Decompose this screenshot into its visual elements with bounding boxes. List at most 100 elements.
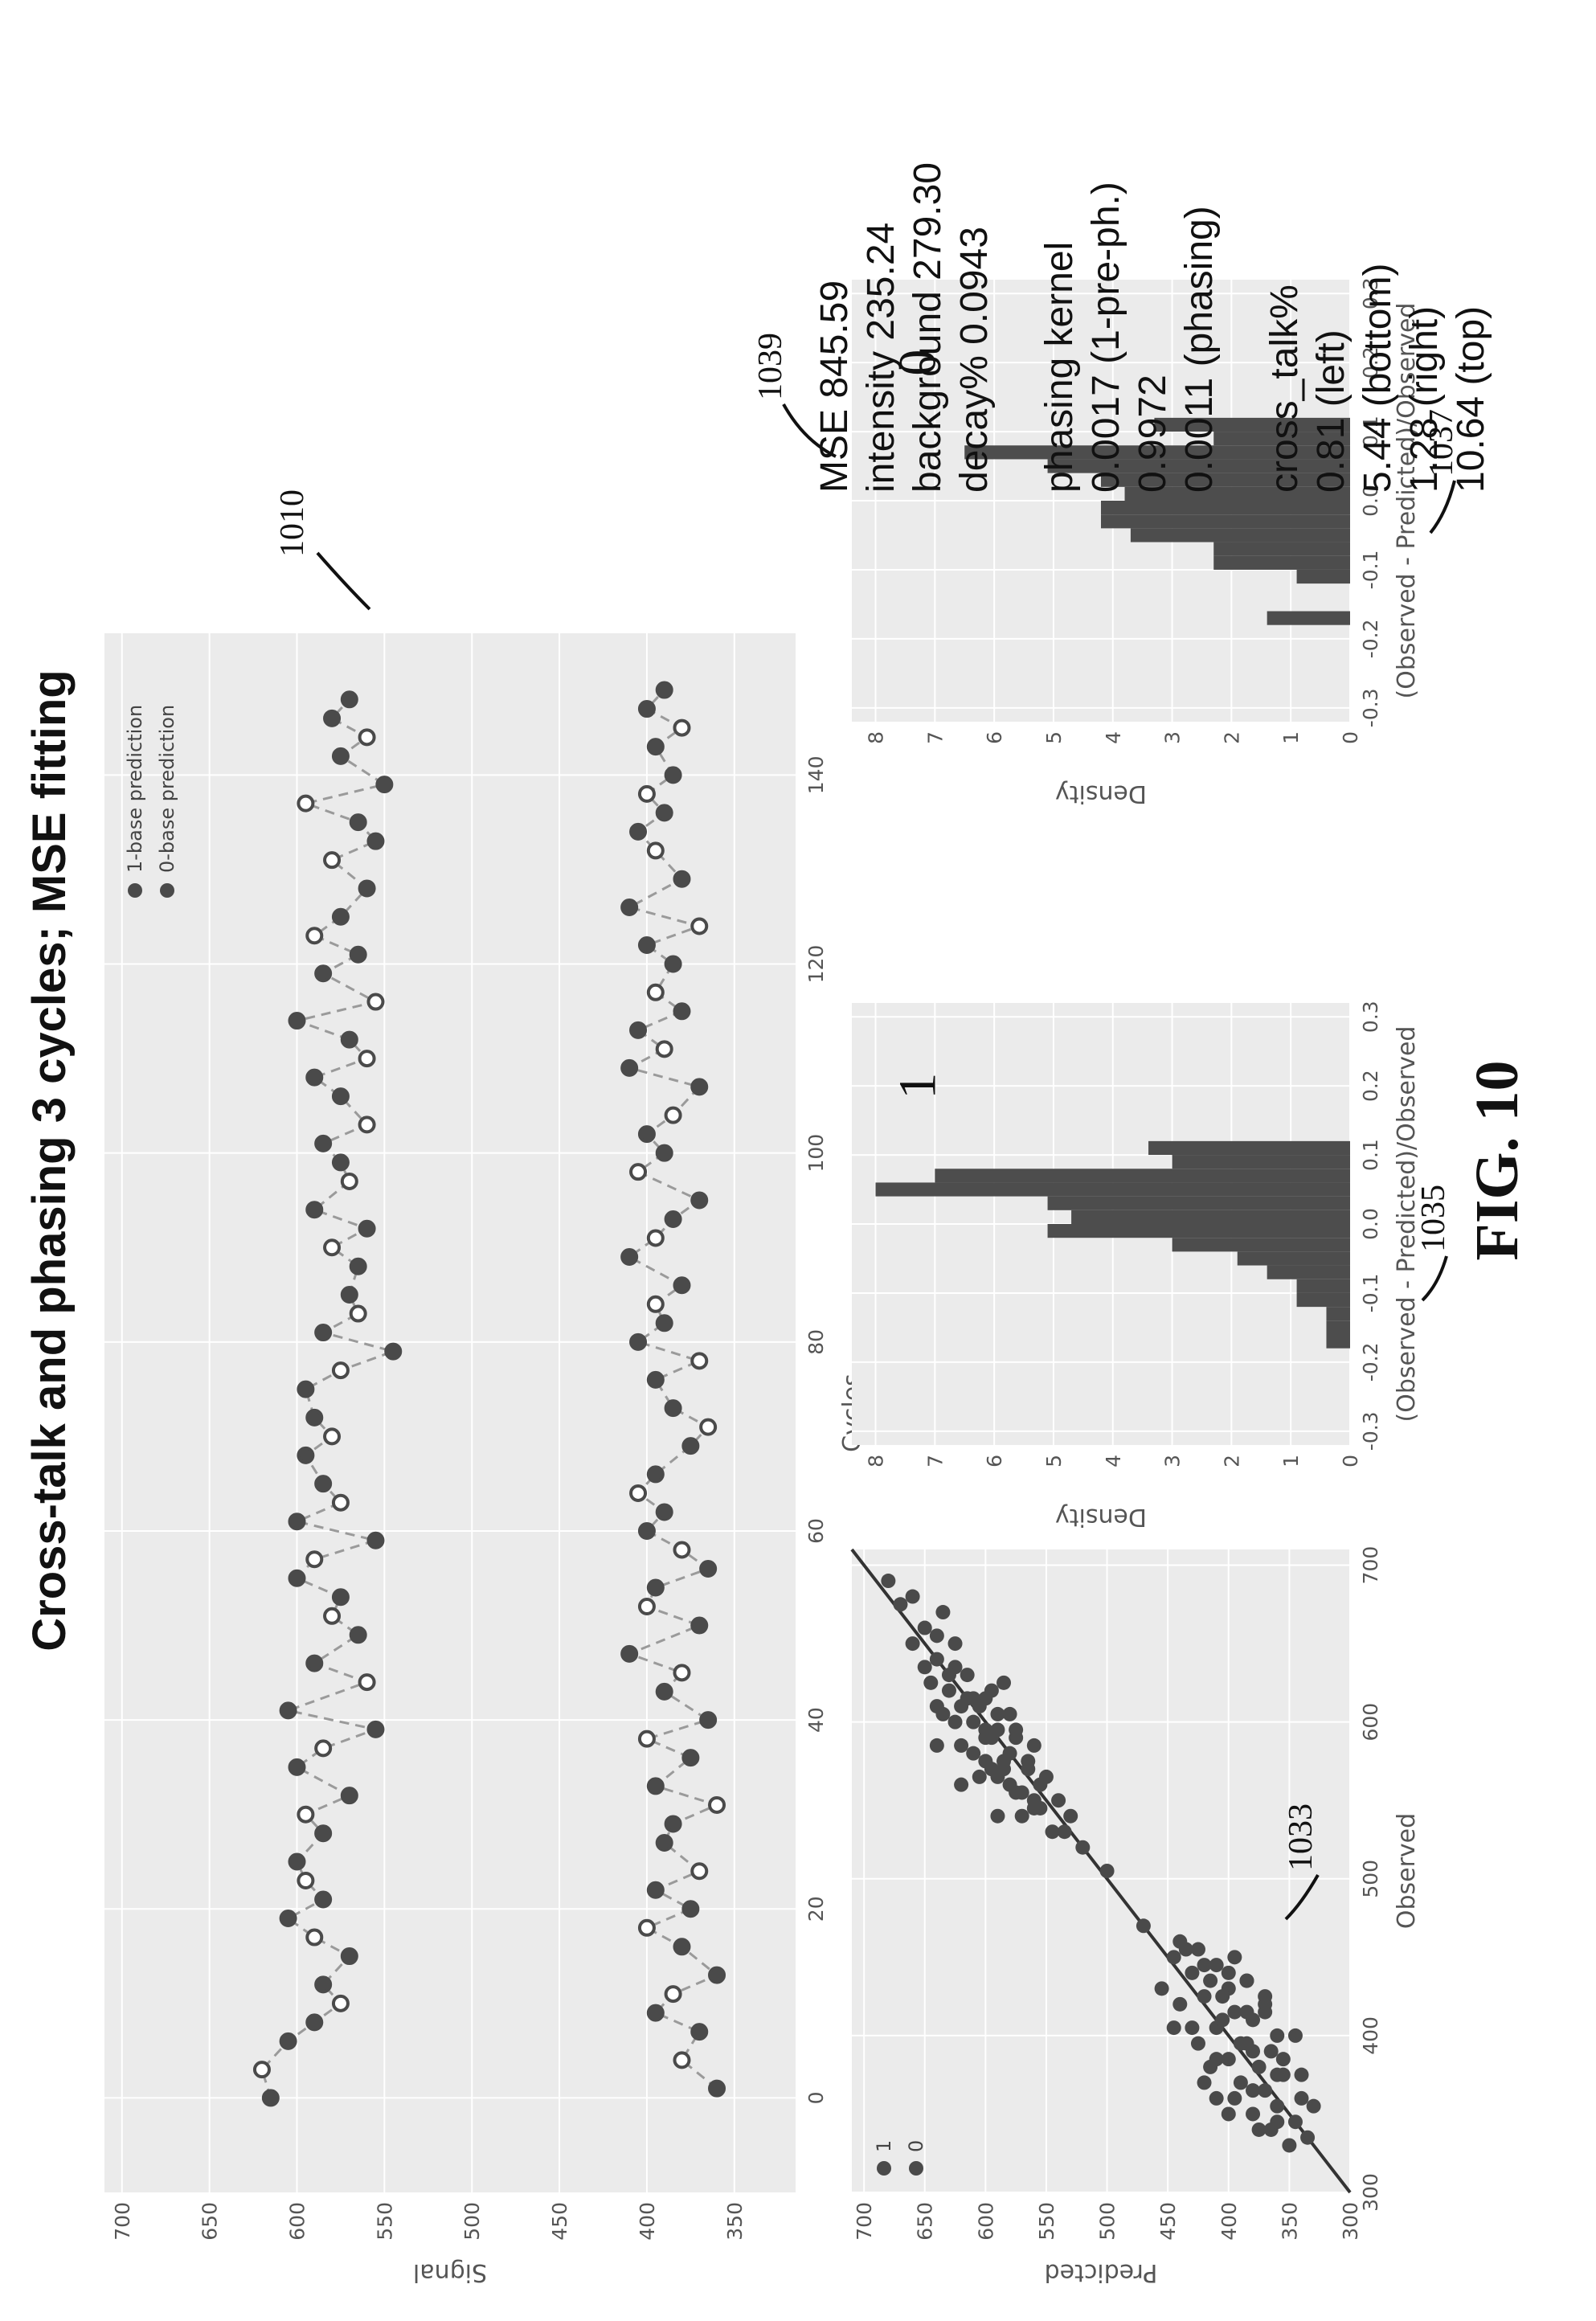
hist-one-xtick-label: 0.0	[1359, 1208, 1382, 1240]
one-base-point	[340, 1947, 358, 1966]
one-base-point	[305, 1201, 324, 1219]
hist-zero-bar	[1213, 432, 1350, 446]
zero-base-point	[646, 738, 665, 756]
legend-one-base-marker	[128, 883, 142, 898]
zero-point	[1203, 2059, 1218, 2074]
one-point	[893, 1597, 908, 1612]
hist-one-xtick-label: 0.3	[1359, 1001, 1382, 1033]
ref-1039: 1039	[752, 333, 789, 400]
hist-one-bar	[1326, 1320, 1351, 1335]
one-point	[1021, 1754, 1036, 1769]
scatter-ytick-label: 500	[1096, 2202, 1119, 2241]
hist-zero-ylabel: Density	[1055, 780, 1147, 808]
crosstalk-left: 0.81 (left)	[1310, 330, 1353, 493]
one-base-point	[340, 1787, 358, 1805]
zero-base-point	[637, 700, 656, 718]
hist-one-xtick-label: -0.2	[1359, 1342, 1382, 1382]
one-base-point	[323, 709, 342, 727]
zero-base-point	[690, 1191, 709, 1210]
cycles-xtick-label: 100	[804, 1134, 828, 1173]
legend-zero-base-marker	[160, 883, 174, 898]
scatter-ytick-label: 550	[1035, 2202, 1058, 2241]
zero-point	[1270, 2067, 1285, 2082]
hist-one-xlabel: (Observed - Predicted)/Observed	[1393, 1026, 1421, 1422]
one-base-point	[331, 907, 350, 926]
zero-base-point	[646, 1295, 665, 1313]
zero-base-point	[637, 936, 656, 954]
zero-point	[1136, 1918, 1151, 1934]
zero-base-point	[664, 955, 682, 973]
zero-base-point	[673, 1664, 691, 1682]
zero-base-point	[637, 1598, 656, 1616]
hist-zero-xtick-label: -0.1	[1359, 551, 1382, 590]
one-point	[1057, 1824, 1072, 1840]
zero-point	[1294, 2067, 1309, 2082]
zero-base-point	[629, 1484, 648, 1502]
zero-point	[1282, 2138, 1297, 2153]
zero-point	[1185, 2020, 1200, 2036]
zero-base-point	[673, 1541, 691, 1559]
zero-point	[1190, 2036, 1205, 2051]
one-base-point	[297, 1446, 315, 1464]
one-base-point	[358, 1115, 376, 1134]
one-base-point	[375, 776, 394, 794]
cycles-ytick-label: 500	[460, 2202, 484, 2241]
hist-zero-bar	[964, 445, 1350, 460]
one-base-point	[305, 1068, 324, 1087]
zero-point	[1239, 1973, 1254, 1988]
cycles-xtick-label: 0	[804, 2091, 828, 2104]
scatter-ytick-label: 650	[914, 2202, 937, 2241]
scatter-xlabel: Observed	[1393, 1813, 1421, 1929]
zero-base-point	[690, 1862, 709, 1881]
one-point	[960, 1668, 975, 1683]
one-point	[990, 1722, 1005, 1738]
hist-one-ytick-label: 2	[1220, 1455, 1243, 1468]
zero-point	[1246, 2083, 1261, 2098]
zero-point	[1275, 2052, 1291, 2067]
legend-one-marker	[877, 2161, 891, 2176]
zero-base-point	[655, 804, 673, 822]
hist-one-xtick-label: 0.1	[1359, 1139, 1382, 1171]
zero-base-point	[646, 1578, 665, 1597]
zero-base-point	[620, 1058, 639, 1077]
phasing-title: phasing kernel	[1038, 241, 1081, 493]
scatter-ytick-label: 350	[1278, 2202, 1301, 2241]
phasing-kernel: phasing kernel 0.0017 (1-pre-ph.) 0.9972…	[1037, 10, 1223, 493]
hist-one-ytick-label: 0	[1339, 1455, 1362, 1468]
one-base-point	[297, 1380, 315, 1398]
zero-point	[1287, 2028, 1303, 2043]
zero-base-point	[655, 1144, 673, 1162]
one-base-point	[305, 1408, 324, 1427]
hist-one-ytick-label: 5	[1042, 1455, 1066, 1468]
one-point	[954, 1777, 969, 1792]
hist-one-bar	[1172, 1238, 1350, 1252]
one-base-point	[384, 1342, 403, 1361]
one-base-point	[314, 964, 333, 983]
zero-base-point	[637, 1918, 656, 1937]
scatter-ytick-label: 300	[1339, 2202, 1362, 2241]
one-point	[1063, 1808, 1078, 1824]
ref-1039-arrow	[782, 403, 837, 458]
hist-one-bar	[935, 1169, 1351, 1183]
legend-zero-base-label: 0-base prediction	[156, 705, 178, 873]
cycles-xtick-label: 60	[804, 1518, 828, 1544]
ref-1037-arrow	[1429, 480, 1456, 534]
hist-zero-bar	[1154, 417, 1351, 432]
one-point	[954, 1738, 969, 1753]
ref-1037: 1037	[1423, 409, 1460, 477]
hist-one-bar	[1148, 1140, 1350, 1156]
decay-value: decay% 0.0943	[953, 227, 996, 493]
hist-one-ytick-label: 4	[1102, 1455, 1125, 1468]
one-base-point	[279, 1910, 297, 1928]
zero-base-point	[637, 1125, 656, 1144]
one-point	[905, 1636, 920, 1652]
scatter-xtick-label: 400	[1359, 2016, 1382, 2055]
hist-one-bar	[1326, 1334, 1351, 1349]
one-point	[990, 1706, 1005, 1721]
zero-point	[1227, 1950, 1242, 1965]
zero-point	[1215, 2012, 1230, 2028]
one-base-point	[314, 1890, 333, 1909]
one-point	[978, 1730, 993, 1746]
one-point	[941, 1683, 956, 1698]
